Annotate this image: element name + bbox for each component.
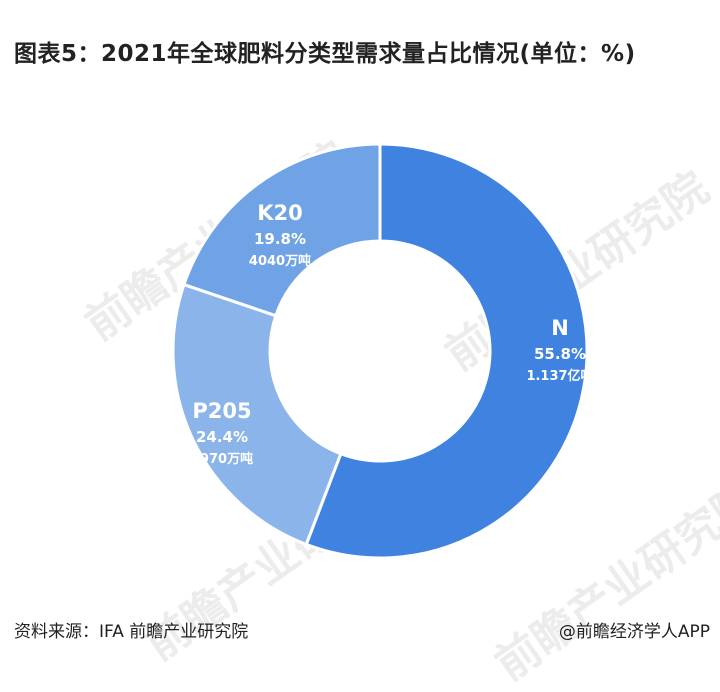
donut-chart: N 55.8% 1.137亿吨 P205 24.4% 4970万吨 K20 19.8% 4040…: [171, 142, 593, 560]
slice-name-label: P205: [192, 399, 251, 423]
slice-amount-label: 1.137亿吨: [526, 368, 593, 384]
slice-amount-label: 4970万吨: [191, 451, 253, 467]
donut-slice-k20: [182, 142, 382, 318]
credit-note: @前瞻经济学人APP: [558, 622, 710, 642]
donut-slice-p205: [171, 282, 343, 547]
slice-name-label: K20: [257, 201, 303, 225]
slice-percent-label: 19.8%: [254, 230, 306, 248]
slice-percent-label: 55.8%: [534, 345, 586, 363]
donut-slice-n: [304, 142, 589, 560]
chart-title: 图表5：2021年全球肥料分类型需求量占比情况(单位：%): [14, 41, 636, 67]
slice-name-label: N: [551, 316, 569, 340]
slice-amount-label: 4040万吨: [249, 253, 311, 269]
source-note: 资料来源：IFA 前瞻产业研究院: [14, 622, 249, 642]
slice-percent-label: 24.4%: [196, 428, 248, 446]
